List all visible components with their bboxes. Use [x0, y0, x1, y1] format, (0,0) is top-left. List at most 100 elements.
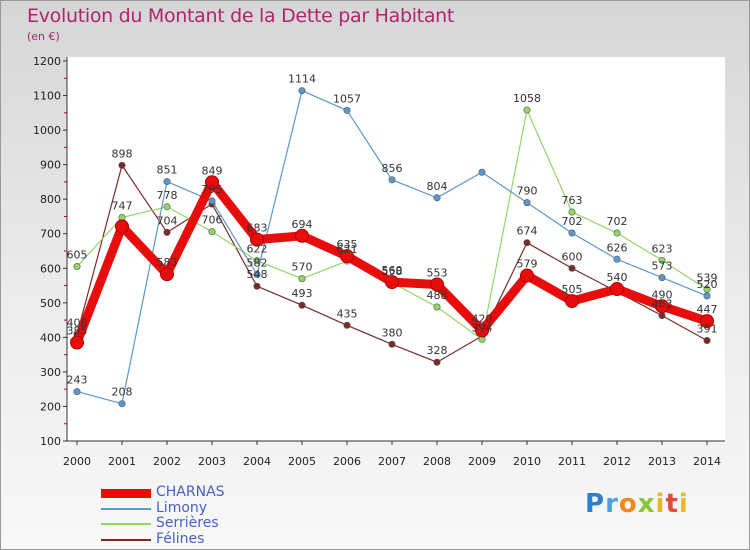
data-label-limony: 702	[562, 215, 583, 228]
x-tick-label: 2007	[378, 455, 406, 468]
y-tick-label: 200	[40, 400, 61, 413]
legend-label-serrieres: Serrières	[156, 515, 219, 531]
data-label-serrieres: 763	[562, 194, 583, 207]
x-tick-label: 2006	[333, 455, 361, 468]
y-tick-label: 800	[40, 193, 61, 206]
x-tick-label: 2011	[558, 455, 586, 468]
data-label-limony: 851	[157, 164, 178, 177]
data-point-charnas	[385, 275, 399, 290]
legend-swatch-charnas	[101, 489, 151, 498]
data-label-charnas: 583	[157, 256, 178, 269]
data-point-limony	[163, 178, 171, 186]
proxiti-logo[interactable]: Proxiti	[585, 489, 689, 519]
y-tick-label: 1200	[33, 55, 61, 68]
data-point-charnas	[295, 228, 309, 243]
data-label-felines: 548	[247, 268, 268, 281]
x-tick-label: 2014	[693, 455, 721, 468]
data-point-felines	[163, 228, 171, 236]
legend-label-felines: Félines	[156, 530, 205, 547]
x-tick-label: 2008	[423, 455, 451, 468]
data-label-limony: 795	[202, 183, 223, 196]
data-point-limony	[73, 388, 81, 396]
data-point-limony	[613, 255, 621, 263]
data-point-serrieres	[568, 208, 576, 216]
data-label-limony: 856	[382, 162, 403, 175]
data-point-serrieres	[298, 275, 306, 283]
x-tick-label: 2001	[108, 455, 136, 468]
data-point-limony	[208, 197, 216, 205]
x-tick-label: 2000	[63, 455, 91, 468]
data-label-charnas: 694	[292, 218, 313, 231]
chart-subtitle: (en €)	[27, 30, 60, 43]
data-point-felines	[118, 161, 126, 169]
data-label-charnas: 849	[202, 164, 223, 177]
data-label-limony: 520	[697, 278, 718, 291]
data-label-serrieres: 1058	[513, 92, 541, 105]
x-tick-label: 2013	[648, 455, 676, 468]
data-point-felines	[568, 264, 576, 272]
data-label-serrieres: 394	[472, 321, 493, 334]
data-label-felines: 328	[427, 344, 448, 357]
y-tick-label: 900	[40, 159, 61, 172]
data-label-serrieres: 539	[697, 271, 718, 284]
y-tick-label: 100	[40, 435, 61, 448]
data-label-limony: 582	[247, 256, 268, 269]
data-label-limony: 573	[652, 260, 673, 273]
data-point-limony	[433, 194, 441, 202]
data-label-limony: 1057	[333, 92, 361, 105]
y-tick-label: 600	[40, 262, 61, 275]
legend-swatch-felines	[101, 538, 151, 541]
data-label-charnas: 385	[67, 325, 88, 338]
legend-label-charnas: CHARNAS	[156, 484, 225, 500]
data-point-limony	[658, 274, 666, 282]
data-label-limony: 243	[67, 374, 88, 387]
data-point-felines	[523, 239, 531, 247]
data-point-limony	[343, 106, 351, 114]
data-point-limony	[478, 168, 486, 176]
data-label-serrieres: 778	[157, 189, 178, 202]
data-label-serrieres: 570	[292, 261, 313, 274]
y-tick-label: 400	[40, 331, 61, 344]
x-tick-label: 2009	[468, 455, 496, 468]
data-point-limony	[703, 292, 711, 300]
data-label-felines: 674	[517, 225, 538, 238]
data-label-felines: 435	[337, 307, 358, 320]
data-point-serrieres	[613, 229, 621, 237]
data-label-limony: 1114	[288, 73, 316, 86]
data-label-limony: 804	[427, 180, 448, 193]
data-label-felines: 493	[292, 287, 313, 300]
data-label-charnas: 560	[382, 264, 403, 277]
data-point-charnas	[475, 323, 489, 338]
data-label-charnas: 635	[337, 238, 358, 251]
data-label-serrieres: 622	[247, 243, 268, 256]
data-label-charnas: 553	[427, 267, 448, 280]
data-label-felines: 898	[112, 147, 133, 160]
data-point-felines	[388, 340, 396, 348]
data-point-charnas	[250, 232, 264, 247]
data-point-limony	[253, 270, 261, 278]
data-point-felines	[298, 301, 306, 309]
data-point-charnas	[205, 175, 219, 190]
legend-swatch-limony	[101, 507, 151, 510]
x-tick-label: 2012	[603, 455, 631, 468]
data-label-serrieres: 488	[427, 289, 448, 302]
data-label-charnas: 579	[517, 258, 538, 271]
data-point-charnas	[655, 299, 669, 314]
data-point-limony	[388, 176, 396, 184]
data-point-serrieres	[163, 203, 171, 211]
data-point-charnas	[160, 267, 174, 282]
data-point-serrieres	[73, 263, 81, 271]
data-point-charnas	[70, 335, 84, 350]
data-label-charnas: 683	[247, 222, 268, 235]
data-label-charnas: 505	[562, 283, 583, 296]
data-label-serrieres: 747	[112, 199, 133, 212]
data-point-charnas	[610, 282, 624, 296]
chart-title: Evolution du Montant de la Dette par Hab…	[27, 5, 455, 27]
data-point-serrieres	[433, 303, 441, 311]
data-label-limony: 790	[517, 185, 538, 198]
data-point-serrieres	[523, 106, 531, 114]
data-point-felines	[253, 282, 261, 290]
data-point-charnas	[565, 294, 579, 309]
data-point-limony	[568, 229, 576, 237]
